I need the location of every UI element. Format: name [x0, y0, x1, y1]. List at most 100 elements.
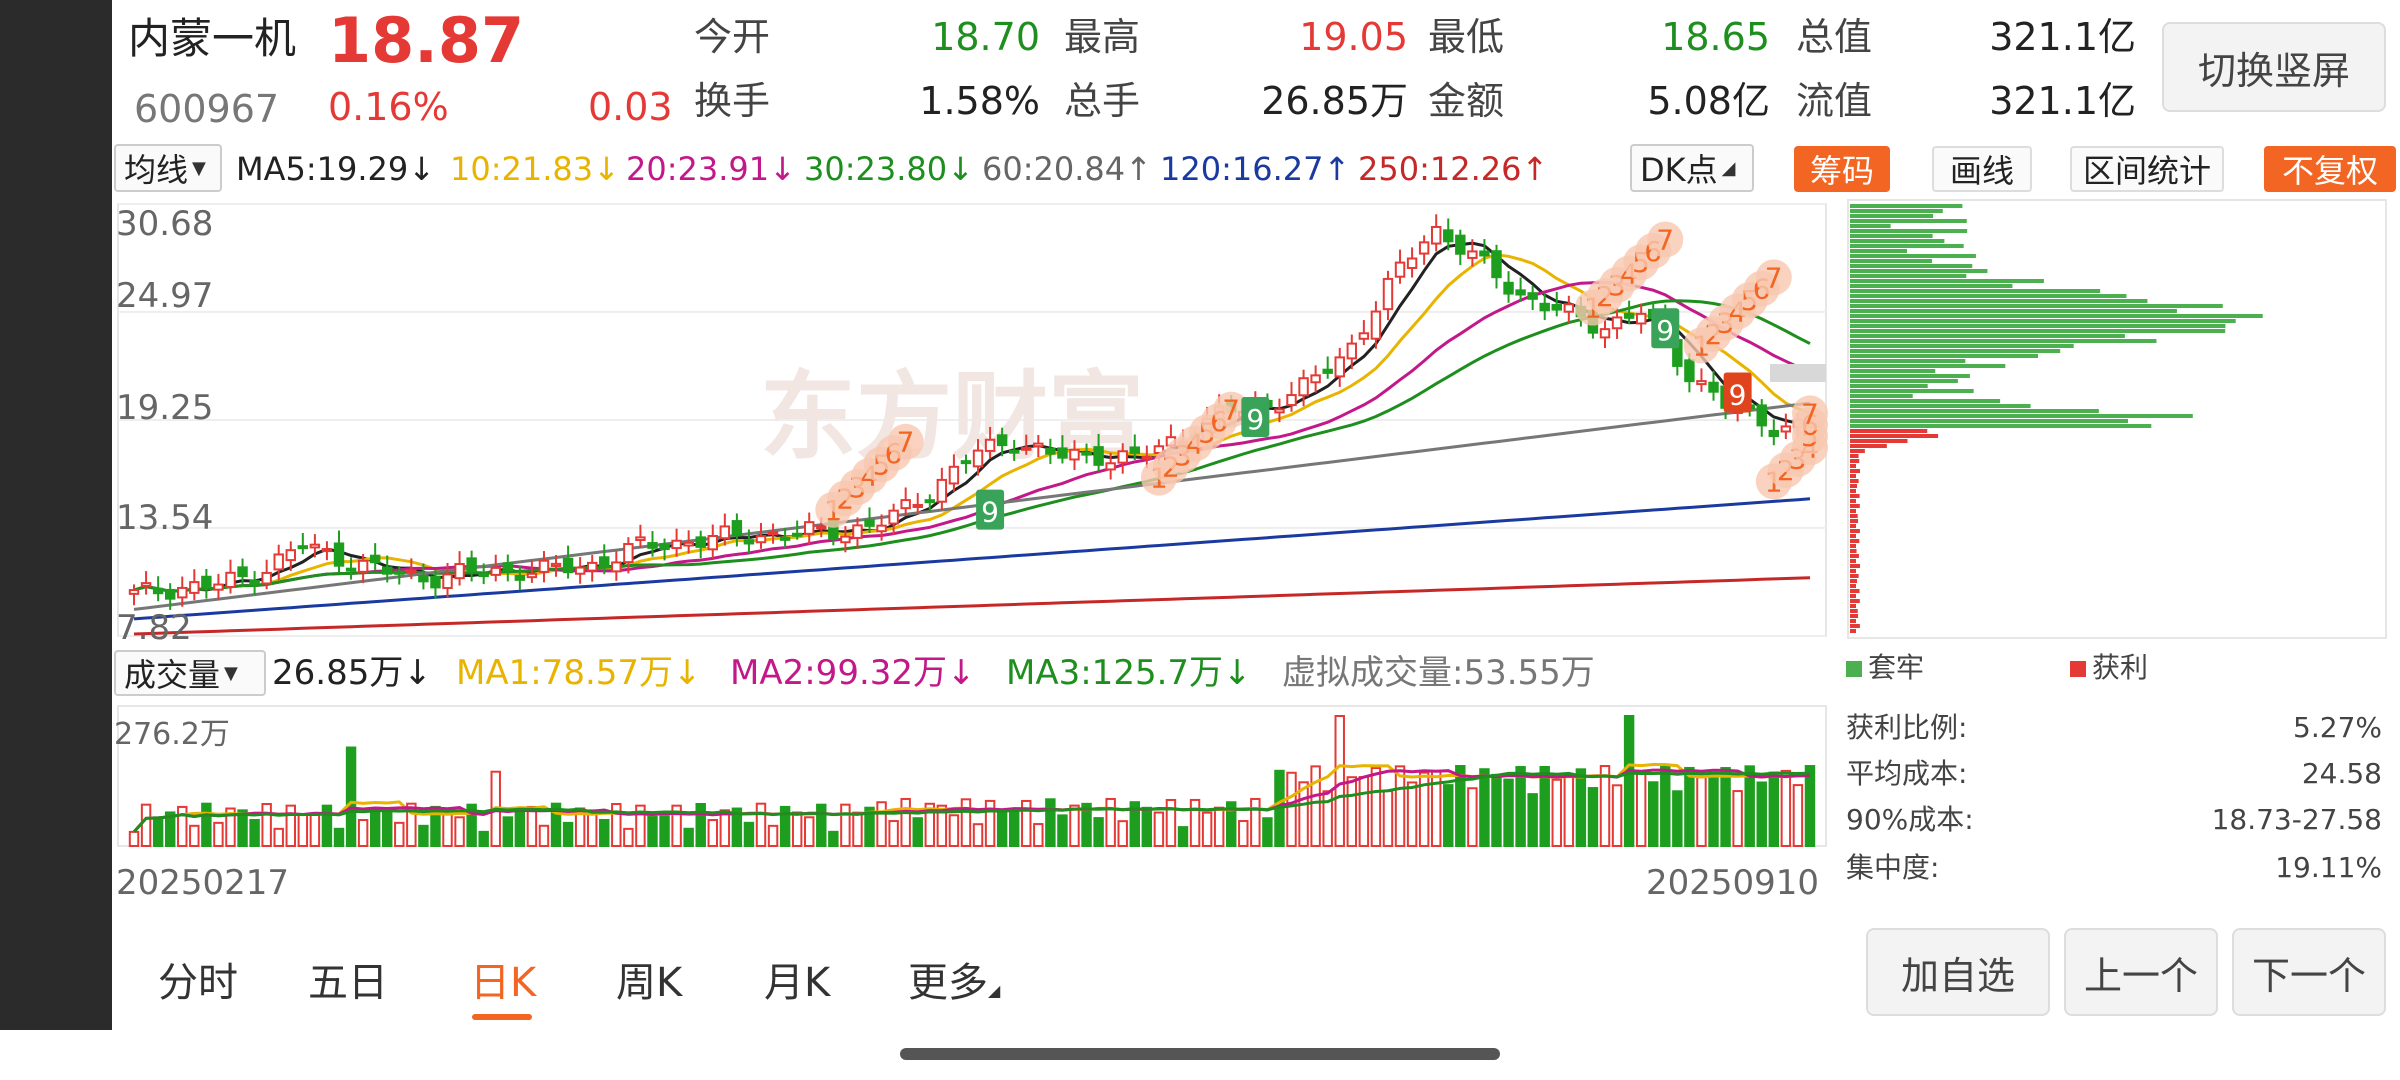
current-price-band — [1770, 364, 1826, 382]
volume-bar-down — [1587, 787, 1599, 848]
chip-button[interactable]: 筹码 — [1794, 146, 1890, 192]
volume-axis-top: 276.2万 — [114, 717, 230, 752]
candle-up — [1141, 455, 1153, 460]
volume-bar-down — [599, 818, 610, 847]
switch-portrait-button[interactable]: 切换竖屏 — [2162, 22, 2386, 112]
volume-bar-up — [1394, 765, 1406, 848]
chip-bar-profit — [1850, 464, 1856, 468]
chip-bar-profit — [1850, 589, 1860, 593]
change-amount: 0.03 — [588, 85, 673, 129]
chip-bar-profit — [1850, 564, 1860, 568]
chip-bar-profit — [1850, 449, 1865, 453]
chip-bar-profit — [1850, 519, 1859, 523]
candle-up — [1358, 332, 1370, 340]
volume-bar-up — [1551, 778, 1562, 848]
stat-label-low: 最低 — [1428, 15, 1505, 59]
volume-ma-lines — [132, 763, 1811, 833]
candle-up — [852, 524, 863, 539]
tab-five-day[interactable]: 五日 — [308, 960, 388, 1006]
ma-line — [133, 253, 1811, 593]
candle-up — [1310, 374, 1321, 384]
chip-bar-trapped — [1850, 374, 1970, 378]
volume-bar-up — [804, 816, 815, 848]
chip-bar-trapped — [1850, 274, 1967, 278]
range-stats-button[interactable]: 区间统计 — [2070, 146, 2224, 192]
tab-more[interactable]: 更多◢ — [908, 950, 1000, 1008]
candle-up — [1430, 225, 1442, 245]
ma-selector[interactable]: 均线 ▼ — [114, 144, 222, 192]
chip-label-concentration: 集中度: — [1846, 851, 1940, 884]
volume-selector[interactable]: 成交量 ▼ — [114, 650, 266, 696]
volume-bar-up — [225, 807, 236, 848]
kline-chart[interactable]: 东方财富 12345671234567123456712345671234567… — [0, 0, 2400, 1030]
draw-line-button[interactable]: 画线 — [1932, 146, 2032, 192]
ma5-value: MA5:19.29↓ — [236, 150, 436, 188]
candle-down — [394, 570, 405, 575]
volume-bar-up — [852, 811, 863, 847]
stat-value-total-value: 321.1亿 — [1989, 15, 2136, 59]
volume-bar-down — [201, 802, 212, 848]
candle-down — [249, 579, 260, 586]
volume-bar-down — [996, 809, 1008, 848]
candle-down — [996, 434, 1008, 447]
candle-down — [345, 567, 357, 572]
chip-bar-profit — [1850, 619, 1856, 623]
stat-value-turnover: 1.58% — [919, 79, 1040, 123]
stat-label-amount: 金额 — [1428, 79, 1505, 123]
candle-up — [1599, 328, 1611, 339]
volume-bar-down — [1141, 806, 1153, 847]
tab-monthly-k[interactable]: 月K — [764, 960, 831, 1006]
volume-bar-down — [382, 807, 393, 848]
previous-button[interactable]: 上一个 — [2064, 928, 2218, 1016]
tab-weekly-k[interactable]: 周K — [616, 960, 683, 1006]
stock-code: 600967 — [134, 87, 280, 131]
add-watchlist-button[interactable]: 加自选 — [1866, 928, 2050, 1016]
candle-up — [140, 582, 152, 587]
candle-up — [1274, 408, 1285, 414]
candle-down — [599, 556, 610, 568]
tab-intraday[interactable]: 分时 — [158, 960, 238, 1006]
volume-bar-down — [502, 816, 514, 847]
chip-bar-trapped — [1850, 309, 2177, 313]
no-adjust-button[interactable]: 不复权 — [2264, 146, 2396, 192]
candle-up — [1069, 448, 1080, 461]
next-button[interactable]: 下一个 — [2232, 928, 2386, 1016]
volume-bar-up — [297, 813, 309, 847]
volume-bar-down — [1672, 790, 1683, 847]
ma120-value: 120:16.27↑ — [1160, 150, 1351, 188]
chip-bar-trapped — [1850, 419, 2128, 423]
volume-bar-down — [1515, 766, 1526, 848]
candle-up — [816, 525, 827, 530]
legend-trapped: 套牢 — [1846, 654, 1924, 682]
candle-up — [1346, 342, 1358, 360]
volume-bar-up — [755, 802, 767, 848]
volume-bar-down — [1226, 801, 1237, 847]
chip-bar-trapped — [1850, 284, 2013, 288]
chip-bar-profit — [1850, 529, 1860, 533]
volume-bar-down — [1539, 765, 1550, 847]
candle-down — [1443, 229, 1454, 243]
volume-bar-up — [1346, 776, 1358, 848]
candle-up — [1467, 250, 1478, 259]
volume-bar-down — [1648, 781, 1659, 848]
candle-up — [406, 569, 417, 574]
volume-bar-down — [514, 811, 526, 847]
volume-bar-up — [1792, 784, 1804, 848]
candle-down — [297, 545, 309, 550]
corner-triangle-icon: ◢ — [1721, 157, 1736, 179]
chip-bar-profit — [1850, 499, 1856, 503]
volume-bar-down — [1008, 809, 1020, 847]
volume-bar-up — [406, 802, 417, 847]
dk-point-selector[interactable]: DK点 ◢ — [1630, 144, 1754, 192]
chip-bar-trapped — [1850, 324, 2226, 328]
home-indicator[interactable] — [900, 1048, 1500, 1060]
stat-value-amount: 5.08亿 — [1647, 79, 1770, 123]
td-marker-number: 7 — [1801, 397, 1819, 430]
chip-bar-profit — [1850, 584, 1856, 588]
volume-bar-down — [1623, 715, 1635, 847]
candle-down — [430, 575, 441, 589]
volume-bar-up — [1310, 765, 1321, 848]
chip-bar-trapped — [1850, 264, 1973, 268]
tab-daily-k[interactable]: 日K — [470, 960, 537, 1006]
volume-bar-down — [1177, 826, 1189, 848]
